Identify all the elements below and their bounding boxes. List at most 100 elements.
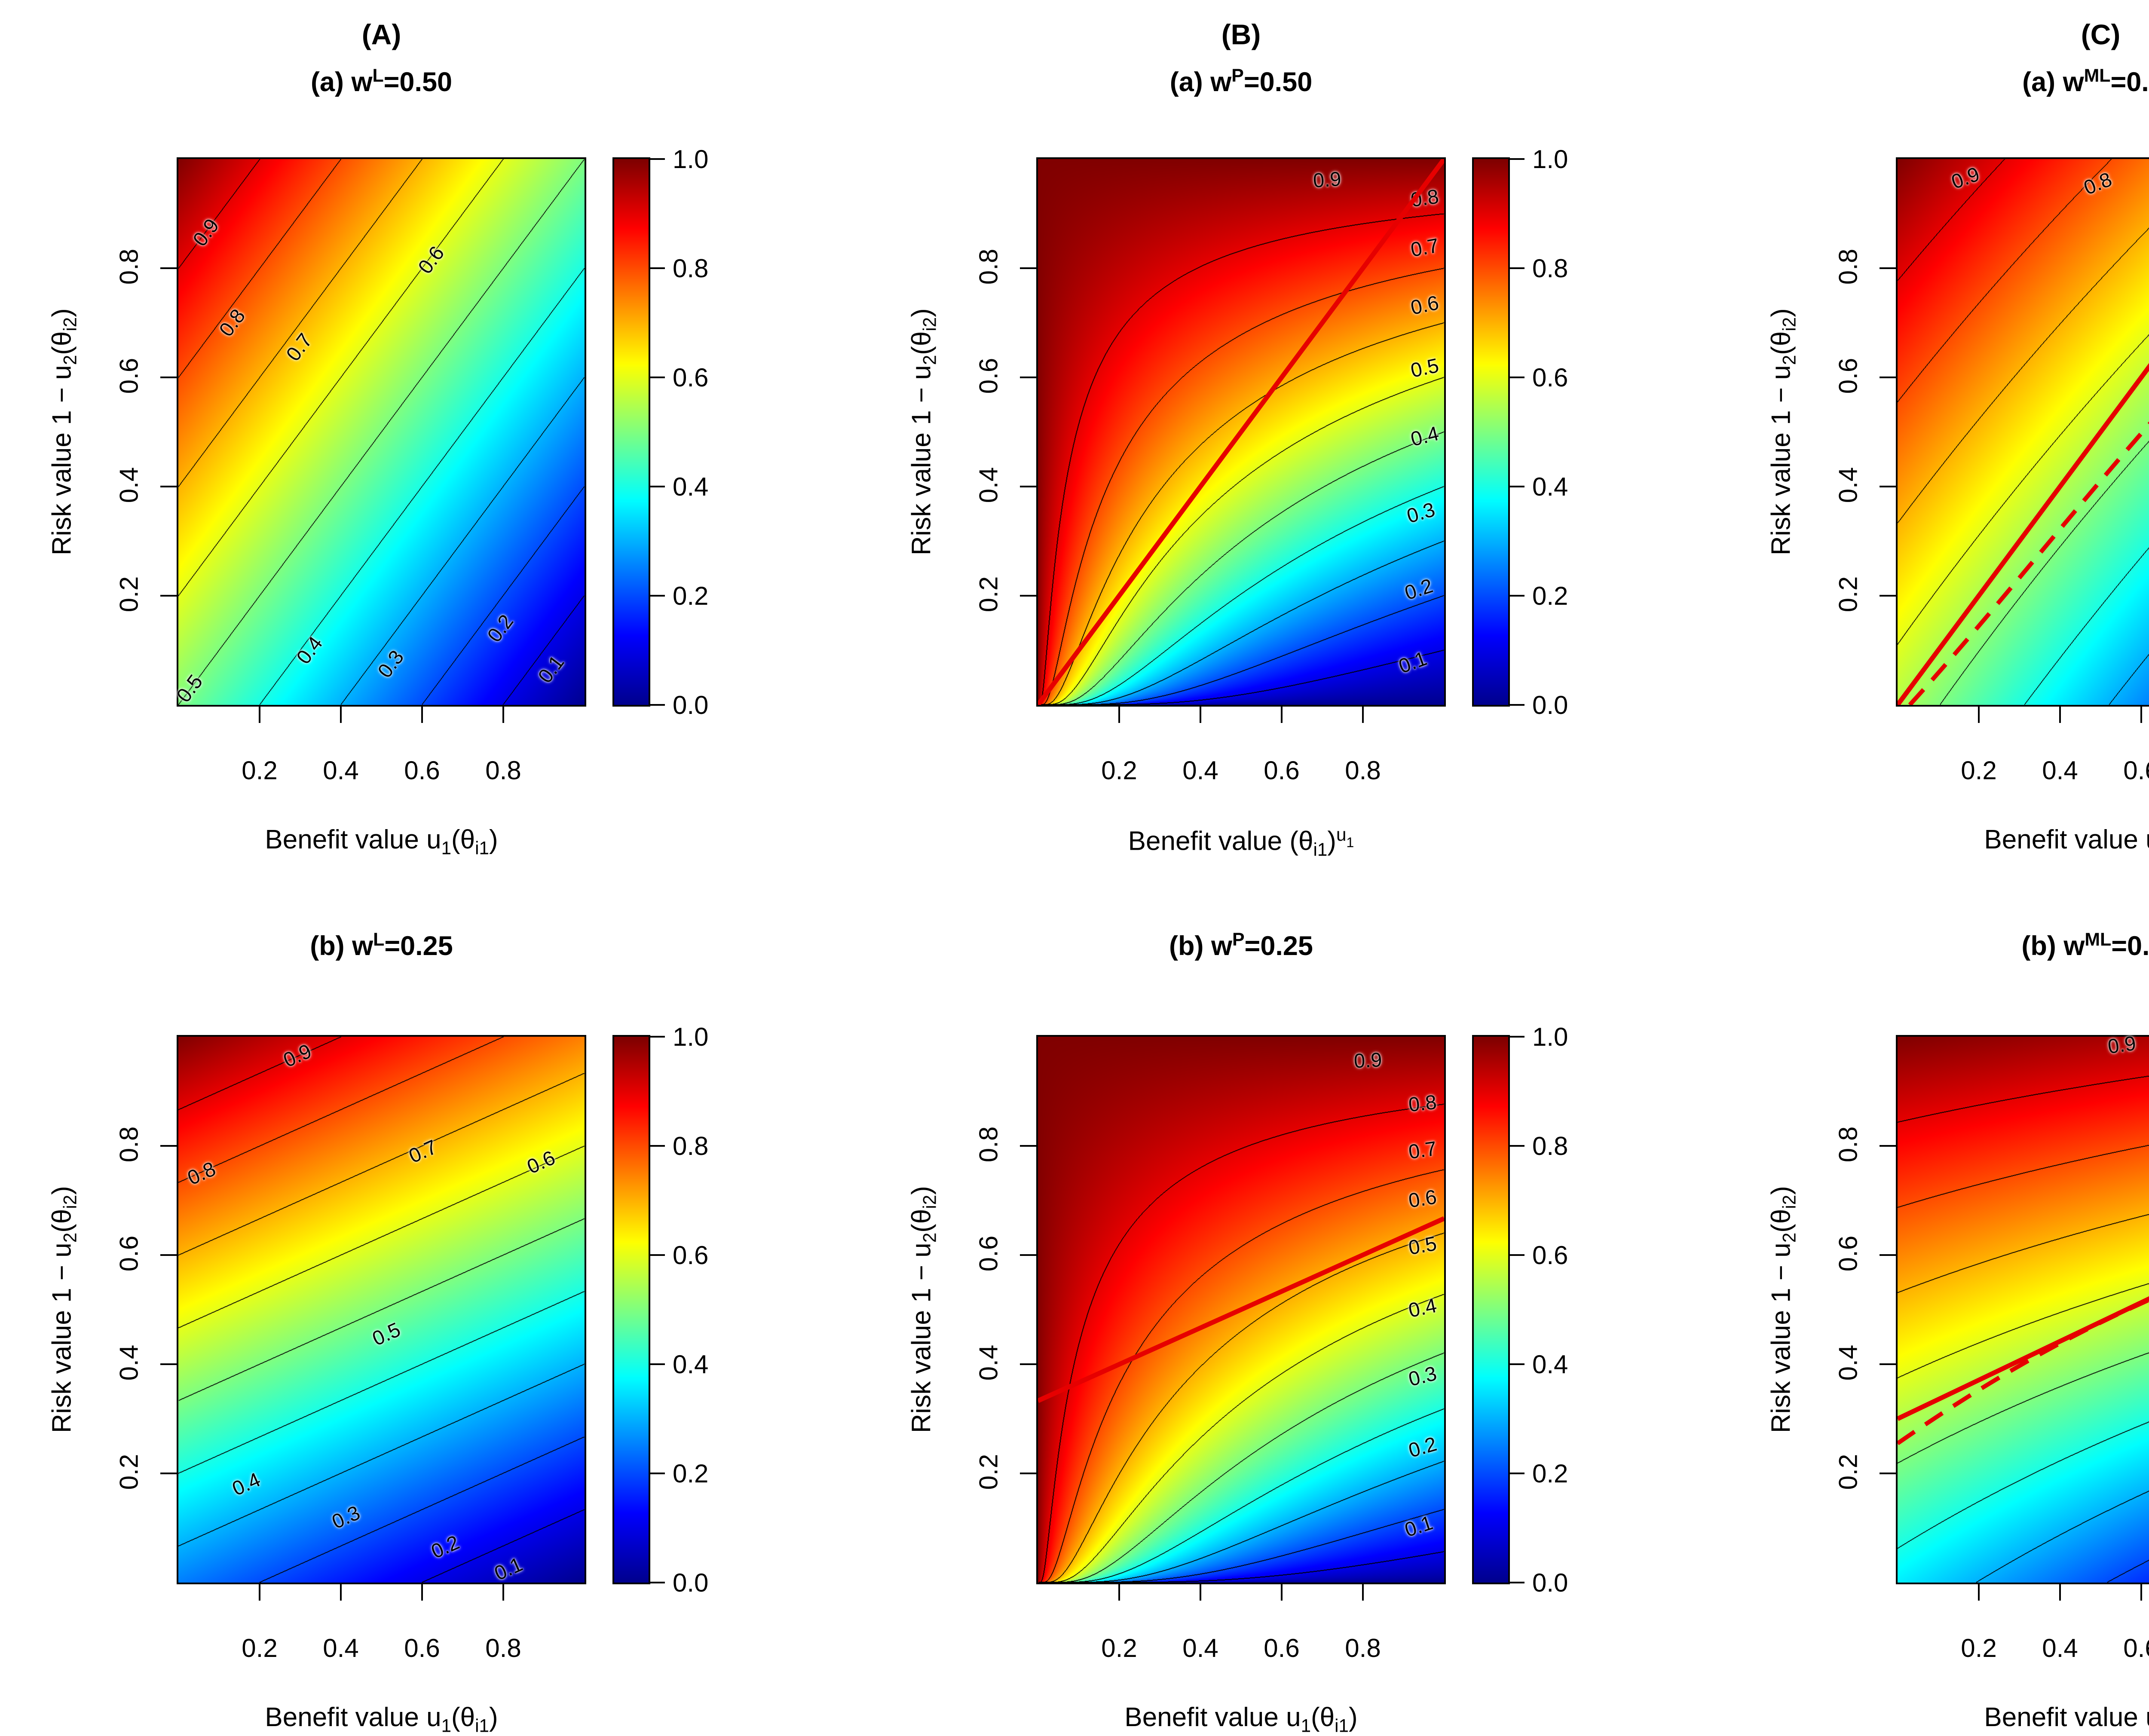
colorbar-tick	[649, 704, 665, 706]
y-axis-tick	[160, 1363, 177, 1365]
panel-subtitle: (a) wML=0.40	[1907, 65, 2149, 98]
y-axis-tick	[1020, 1254, 1036, 1256]
y-axis-tick	[1020, 595, 1036, 597]
contour-label: 0.6	[1407, 1185, 1439, 1212]
y-axis-tick-label: 0.4	[114, 442, 144, 528]
y-axis-tick	[160, 267, 177, 269]
panel-subtitle: (a) wP=0.50	[1048, 65, 1435, 98]
colorbar	[1472, 157, 1510, 707]
y-axis-tick-label: 0.4	[1834, 1320, 1863, 1406]
x-axis-tick-label: 0.4	[1157, 756, 1243, 785]
panel-subtitle: (b) wP=0.25	[1048, 929, 1435, 961]
x-axis-tick-label: 0.8	[460, 756, 546, 785]
y-axis-tick-label: 0.2	[1834, 1429, 1863, 1515]
y-axis-tick	[1020, 377, 1036, 378]
plot-box	[177, 157, 586, 707]
x-axis-tick	[1200, 1584, 1201, 1601]
plot-box	[177, 1035, 586, 1584]
colorbar-tick-label: 0.8	[673, 1131, 708, 1161]
x-axis-tick	[1978, 707, 1980, 723]
x-axis-tick	[1118, 1584, 1120, 1601]
contour-label: 0.7	[1407, 1136, 1438, 1164]
colorbar	[612, 1035, 650, 1584]
y-axis-tick-label: 0.8	[1834, 224, 1863, 310]
plot-box	[1896, 157, 2149, 707]
colorbar-tick	[1508, 158, 1525, 160]
x-axis-tick	[259, 707, 260, 723]
y-axis-tick-label: 0.6	[1834, 1211, 1863, 1297]
x-axis-tick	[502, 707, 504, 723]
y-axis-tick	[1880, 1254, 1896, 1256]
colorbar-tick	[649, 377, 665, 378]
colorbar-tick-label: 1.0	[673, 1022, 708, 1052]
x-axis-tick	[1362, 1584, 1364, 1601]
x-axis-tick-label: 0.2	[1936, 1633, 2022, 1663]
colorbar-tick	[1508, 1582, 1525, 1583]
y-axis-tick	[160, 486, 177, 487]
y-axis-tick	[1020, 267, 1036, 269]
colorbar-tick-label: 0.4	[673, 1350, 708, 1379]
heatmap-canvas	[1038, 159, 1444, 705]
x-axis-tick-label: 0.8	[1320, 1633, 1406, 1663]
x-axis-tick	[340, 1584, 342, 1601]
y-axis-tick-label: 0.8	[974, 1102, 1004, 1188]
y-axis-tick	[1880, 595, 1896, 597]
y-axis-tick	[1880, 486, 1896, 487]
x-axis-tick	[2140, 1584, 2142, 1601]
x-axis-tick-label: 0.6	[379, 1633, 465, 1663]
contour-label: 0.9	[2106, 1031, 2137, 1059]
colorbar-tick-label: 0.0	[673, 690, 708, 720]
colorbar-tick	[649, 486, 665, 487]
colorbar-tick	[649, 595, 665, 597]
x-axis-tick-label: 0.6	[1239, 756, 1325, 785]
colorbar-gradient	[614, 1037, 649, 1583]
x-axis-tick-label: 0.2	[217, 756, 303, 785]
x-axis-title: Benefit value (θi1)u1	[983, 824, 1499, 860]
y-axis-tick-label: 0.2	[974, 551, 1004, 637]
colorbar-tick	[649, 1145, 665, 1147]
y-axis-tick-label: 0.6	[974, 1211, 1004, 1297]
x-axis-tick-label: 0.2	[1076, 756, 1162, 785]
colorbar-gradient	[1474, 159, 1508, 705]
y-axis-tick-label: 0.4	[1834, 442, 1863, 528]
contour-label: 0.8	[1409, 184, 1440, 212]
x-axis-tick-label: 0.2	[217, 1633, 303, 1663]
x-axis-tick	[1978, 1584, 1980, 1601]
y-axis-tick	[1020, 1145, 1036, 1147]
x-axis-tick-label: 0.8	[460, 1633, 546, 1663]
colorbar-gradient	[614, 159, 649, 705]
colorbar-tick	[1508, 704, 1525, 706]
x-axis-tick	[2059, 1584, 2061, 1601]
colorbar-tick	[1508, 267, 1525, 269]
heatmap-canvas	[178, 159, 585, 705]
y-axis-tick	[1880, 267, 1896, 269]
x-axis-tick	[259, 1584, 260, 1601]
x-axis-tick	[1118, 707, 1120, 723]
colorbar-tick-label: 0.0	[1532, 1568, 1568, 1598]
y-axis-tick	[160, 1473, 177, 1474]
x-axis-title: Benefit value u1(θi1)	[1843, 824, 2149, 858]
y-axis-tick	[1020, 1363, 1036, 1365]
colorbar-gradient	[1474, 1037, 1508, 1583]
colorbar-tick-label: 0.8	[673, 254, 708, 283]
y-axis-title: Risk value 1 − u2(θi2)	[46, 1009, 80, 1610]
y-axis-tick	[160, 595, 177, 597]
panel-subtitle: (b) wL=0.25	[188, 929, 575, 961]
colorbar-tick	[1508, 1473, 1525, 1474]
contour-label: 0.9	[1353, 1047, 1382, 1072]
colorbar-tick-label: 0.6	[673, 363, 708, 392]
y-axis-tick-label: 0.6	[1834, 333, 1863, 419]
y-axis-title: Risk value 1 − u2(θi2)	[1766, 131, 1800, 733]
colorbar-tick-label: 0.4	[1532, 472, 1568, 502]
y-axis-tick-label: 0.4	[974, 442, 1004, 528]
x-axis-tick	[421, 1584, 423, 1601]
contour-label: 0.7	[1409, 233, 1441, 261]
colorbar-tick	[649, 1582, 665, 1583]
colorbar-tick	[649, 1036, 665, 1038]
y-axis-title: Risk value 1 − u2(θi2)	[1766, 1009, 1800, 1610]
panel-subtitle: (b) wML=0.15	[1907, 929, 2149, 961]
colorbar-tick-label: 0.2	[1532, 1459, 1568, 1488]
colorbar-tick	[1508, 1363, 1525, 1365]
y-axis-tick-label: 0.4	[974, 1320, 1004, 1406]
